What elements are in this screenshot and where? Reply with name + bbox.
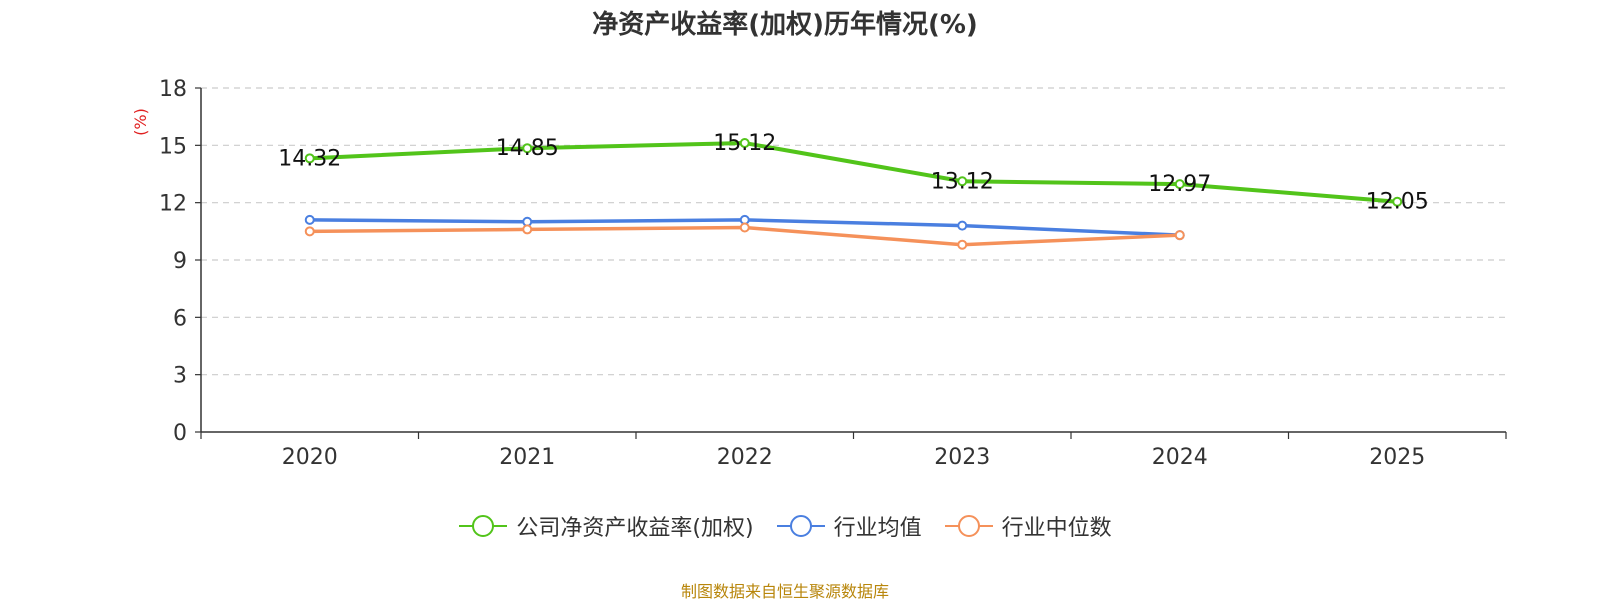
data-point-1 xyxy=(304,214,315,225)
data-point-0 xyxy=(739,138,750,149)
x-tick-label: 2022 xyxy=(717,445,773,470)
y-tick-label: 12 xyxy=(159,192,187,217)
legend-marker-icon xyxy=(944,515,993,537)
data-point-2 xyxy=(304,226,315,237)
data-point-0 xyxy=(1174,179,1185,190)
data-point-2 xyxy=(1174,230,1185,241)
data-point-2 xyxy=(739,222,750,233)
legend-label: 行业中位数 xyxy=(1001,516,1112,541)
data-point-2 xyxy=(957,239,968,250)
legend-item[interactable]: 行业中位数 xyxy=(944,510,1112,542)
legend-marker-icon xyxy=(459,515,508,537)
data-point-1 xyxy=(957,220,968,231)
data-label: 14.32 xyxy=(278,146,341,171)
legend-item[interactable]: 公司净资产收益率(加权) xyxy=(458,510,754,542)
legend: 公司净资产收益率(加权) 行业均值 行业中位数 xyxy=(0,510,1570,542)
data-point-0 xyxy=(1392,196,1403,207)
x-tick-label: 2021 xyxy=(499,445,555,470)
source-note: 制图数据来自恒生聚源数据库 xyxy=(680,582,889,601)
data-point-0 xyxy=(522,143,533,154)
y-tick-label: 6 xyxy=(173,306,187,331)
data-point-0 xyxy=(304,153,315,164)
data-label: 14.85 xyxy=(496,136,559,161)
y-tick-label: 18 xyxy=(159,77,187,102)
x-tick-label: 2020 xyxy=(282,445,338,470)
data-label: 15.12 xyxy=(713,131,776,156)
data-point-2 xyxy=(522,224,533,235)
legend-label: 公司净资产收益率(加权) xyxy=(516,516,754,541)
data-label: 13.12 xyxy=(931,169,994,194)
y-tick-label: 9 xyxy=(173,249,187,274)
legend-marker-icon xyxy=(776,515,825,537)
legend-item[interactable]: 行业均值 xyxy=(776,510,922,542)
legend-label: 行业均值 xyxy=(833,516,922,541)
y-tick-label: 15 xyxy=(159,134,187,159)
x-tick-label: 2023 xyxy=(934,445,990,470)
y-tick-label: 3 xyxy=(173,364,187,389)
y-tick-label: 0 xyxy=(173,421,187,446)
data-label: 12.97 xyxy=(1148,172,1211,197)
x-tick-label: 2024 xyxy=(1152,445,1208,470)
y-axis-label: (%) xyxy=(131,108,150,136)
chart-title: 净资产收益率(加权)历年情况(%) xyxy=(592,10,978,40)
data-label: 12.05 xyxy=(1366,190,1429,215)
x-tick-label: 2025 xyxy=(1369,445,1425,470)
series-line-0 xyxy=(309,141,1398,204)
line-chart: 0 3 6 9 12 15 18 (%) 2020 2021 2022 2023 2024 2025 14.… xyxy=(131,77,1507,470)
data-point-0 xyxy=(957,176,968,187)
